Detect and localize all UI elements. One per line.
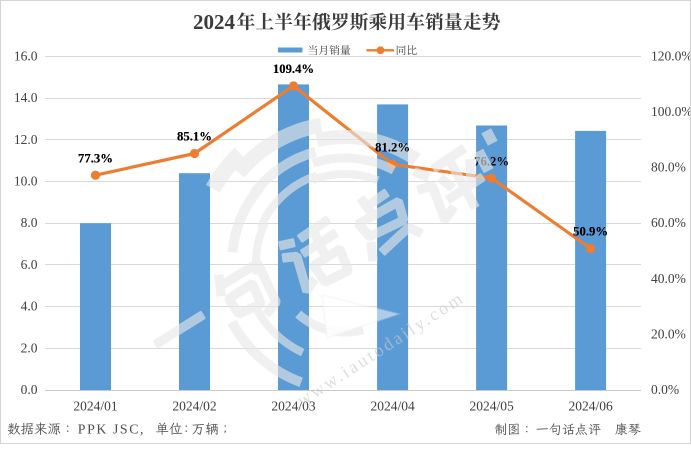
svg-text:12.0: 12.0 bbox=[14, 132, 38, 147]
svg-text:81.2%: 81.2% bbox=[375, 141, 410, 155]
svg-text:10.0: 10.0 bbox=[14, 174, 38, 189]
svg-text:2024/02: 2024/02 bbox=[172, 398, 216, 413]
svg-text:85.1%: 85.1% bbox=[177, 130, 212, 144]
svg-text:50.9%: 50.9% bbox=[573, 225, 608, 239]
svg-text:120.0%: 120.0% bbox=[651, 49, 691, 64]
svg-text:2024/01: 2024/01 bbox=[73, 398, 117, 413]
svg-text:2024/03: 2024/03 bbox=[271, 398, 316, 413]
svg-text:100.0%: 100.0% bbox=[651, 104, 691, 119]
svg-text:2024: 2024 bbox=[193, 10, 236, 34]
svg-text:0.0: 0.0 bbox=[21, 382, 38, 397]
svg-text:60.0%: 60.0% bbox=[651, 215, 686, 230]
svg-text:40.0%: 40.0% bbox=[651, 271, 686, 286]
svg-text:0.0%: 0.0% bbox=[651, 382, 679, 397]
svg-text:14.0: 14.0 bbox=[14, 90, 38, 105]
svg-text:85.1%: 85.1% bbox=[177, 130, 212, 144]
svg-text:2024/04: 2024/04 bbox=[370, 398, 415, 413]
svg-text:50.9%: 50.9% bbox=[573, 225, 608, 239]
svg-text:PPK JSC,: PPK JSC, bbox=[78, 422, 145, 437]
svg-text:80.0%: 80.0% bbox=[651, 160, 686, 175]
svg-text:20.0%: 20.0% bbox=[651, 326, 686, 341]
svg-text:4.0: 4.0 bbox=[21, 299, 38, 314]
svg-text:77.3%: 77.3% bbox=[78, 151, 113, 165]
svg-text:16.0: 16.0 bbox=[14, 49, 38, 64]
svg-text:8.0: 8.0 bbox=[21, 215, 38, 230]
svg-text:109.4%: 109.4% bbox=[273, 62, 314, 76]
svg-text:109.4%: 109.4% bbox=[273, 62, 314, 76]
svg-text:2024/06: 2024/06 bbox=[568, 398, 613, 413]
svg-text:6.0: 6.0 bbox=[21, 257, 38, 272]
svg-text:2024/05: 2024/05 bbox=[469, 398, 514, 413]
svg-text:77.3%: 77.3% bbox=[78, 151, 113, 165]
svg-text:2.0: 2.0 bbox=[21, 340, 38, 355]
